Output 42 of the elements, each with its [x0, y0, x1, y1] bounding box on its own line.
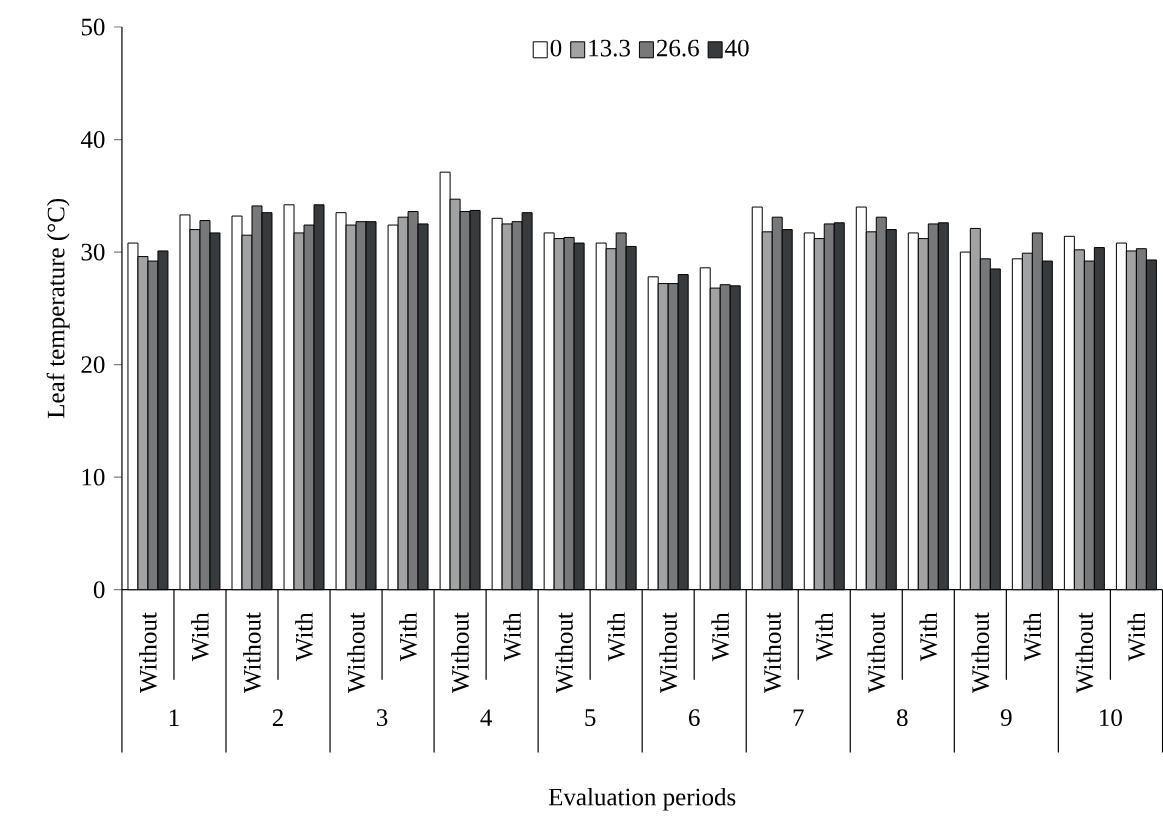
text: 9 [1000, 709, 1012, 727]
legend-label: 13.3 [589, 39, 630, 57]
text: 1 [169, 709, 179, 726]
y-tick-label: 50 [81, 18, 105, 36]
x-tick-label: With [399, 612, 417, 662]
x-tick-label: With [1127, 612, 1146, 662]
y-tick-label: 40 [80, 131, 105, 149]
legend-label: 0 [550, 39, 562, 57]
text: 8 [897, 709, 908, 727]
x-tick-label: Without [555, 612, 573, 694]
text: 5 [585, 709, 596, 726]
x-tick-label: Without [763, 612, 782, 694]
text: 3 [377, 709, 388, 727]
x-tick-label: Without [971, 612, 990, 694]
y-tick-label: 0 [93, 581, 105, 599]
x-tick-label: With [607, 612, 626, 662]
x-tick-label: Without [347, 612, 365, 694]
x-tick-label: With [919, 612, 938, 662]
x-tick-label: With [295, 612, 313, 662]
y-tick-label: 10 [82, 468, 105, 486]
y-tick-label: 20 [81, 356, 105, 374]
x-tick-label: Without [659, 612, 678, 694]
text: 6 [689, 709, 700, 727]
y-axis-title: Leaf temperature (°C) [46, 199, 70, 419]
x-tick-label: Without [451, 612, 469, 694]
y-tick-label: 30 [81, 243, 105, 261]
x-tick-label: With [1023, 612, 1042, 662]
x-tick-label: With [815, 612, 834, 662]
x-tick-label: Without [1075, 612, 1094, 694]
x-tick-label: With [191, 612, 209, 662]
x-tick-label: Without [867, 612, 886, 694]
x-tick-label: Without [243, 612, 261, 694]
x-tick-label: With [711, 612, 730, 662]
x-axis-title: Evaluation periods [548, 787, 736, 811]
x-tick-label: Without [139, 612, 157, 694]
legend-label: 26.6 [657, 39, 699, 57]
text: 2 [272, 709, 283, 726]
text: 10 [1100, 709, 1122, 727]
legend-label: 40 [725, 39, 749, 57]
x-tick-label: With [503, 612, 521, 662]
text: 7 [793, 709, 804, 726]
text: 4 [480, 709, 492, 726]
